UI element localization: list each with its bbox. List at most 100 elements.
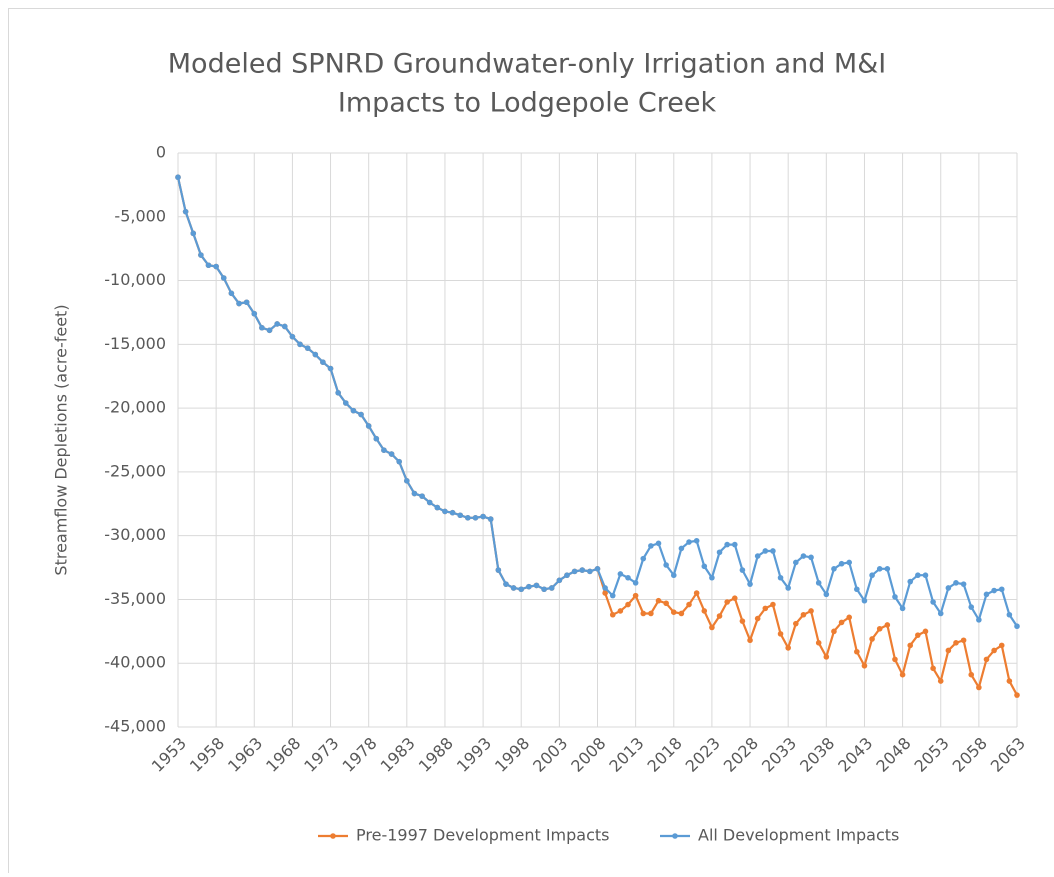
data-point (663, 562, 669, 568)
data-point (885, 622, 891, 628)
data-point (328, 366, 334, 372)
data-point (717, 549, 723, 555)
data-point (961, 637, 967, 643)
data-point (259, 325, 265, 331)
data-point (274, 321, 280, 327)
data-point (732, 595, 738, 601)
data-point (770, 602, 776, 608)
data-point (618, 608, 624, 614)
y-tick-label: -10,000 (104, 270, 166, 289)
data-point (747, 637, 753, 643)
data-point (335, 390, 341, 396)
data-point (190, 231, 196, 237)
data-point (808, 555, 814, 561)
data-point (404, 478, 410, 484)
data-point (953, 640, 959, 646)
data-point (755, 616, 761, 622)
data-point (656, 598, 662, 604)
data-point (999, 586, 1005, 592)
data-point (892, 657, 898, 663)
data-point (740, 567, 746, 573)
data-point (518, 586, 524, 592)
y-tick-label: -5,000 (114, 206, 166, 225)
data-point (930, 666, 936, 672)
data-point (450, 510, 456, 516)
data-point (770, 548, 776, 554)
data-point (374, 436, 380, 442)
legend-label: All Development Impacts (698, 826, 899, 845)
data-point (427, 500, 433, 506)
data-point (808, 608, 814, 614)
data-point (511, 585, 517, 591)
data-point (236, 301, 242, 307)
data-point (877, 626, 883, 632)
data-point (282, 324, 288, 330)
data-point (587, 569, 593, 575)
data-point (724, 599, 730, 605)
data-point (633, 580, 639, 586)
data-point (717, 613, 723, 619)
y-axis-label: Streamflow Depletions (acre-feet) (52, 304, 71, 575)
y-tick-label: -40,000 (104, 653, 166, 672)
data-point (671, 609, 677, 615)
data-point (907, 579, 913, 585)
data-point (656, 541, 662, 547)
legend-marker (672, 833, 678, 839)
data-point (984, 657, 990, 663)
data-point (625, 602, 631, 608)
data-point (534, 583, 540, 589)
chart-title: Modeled SPNRD Groundwater-only Irrigatio… (168, 49, 886, 80)
data-point (610, 593, 616, 599)
data-point (595, 566, 601, 572)
data-point (976, 685, 982, 691)
data-point (244, 299, 250, 305)
data-point (267, 328, 273, 334)
data-point (793, 621, 799, 627)
data-point (846, 560, 852, 566)
data-point (663, 600, 669, 606)
data-point (419, 493, 425, 499)
data-point (686, 602, 692, 608)
y-tick-label: -15,000 (104, 334, 166, 353)
data-point (763, 606, 769, 612)
data-point (747, 581, 753, 587)
data-point (984, 592, 990, 598)
data-point (816, 640, 822, 646)
data-point (175, 174, 181, 180)
data-point (442, 509, 448, 515)
data-point (503, 581, 509, 587)
data-point (572, 569, 578, 575)
data-point (694, 590, 700, 596)
data-point (999, 643, 1005, 649)
data-point (816, 580, 822, 586)
y-tick-label: -35,000 (104, 589, 166, 608)
data-point (968, 604, 974, 610)
data-point (389, 451, 395, 457)
data-point (701, 608, 707, 614)
data-point (473, 515, 479, 521)
chart-title: Impacts to Lodgepole Creek (338, 88, 717, 119)
data-point (785, 645, 791, 651)
data-point (290, 334, 296, 340)
data-point (312, 352, 318, 358)
data-point (793, 560, 799, 566)
data-point (976, 617, 982, 623)
data-point (740, 618, 746, 624)
data-point (885, 566, 891, 572)
data-point (862, 598, 868, 604)
data-point (968, 672, 974, 678)
data-point (831, 566, 837, 572)
data-point (709, 625, 715, 631)
data-point (938, 678, 944, 684)
data-point (923, 629, 929, 635)
data-point (671, 572, 677, 578)
data-point (183, 209, 189, 215)
legend-marker (330, 833, 336, 839)
data-point (488, 516, 494, 522)
data-point (396, 459, 402, 465)
data-point (709, 575, 715, 581)
data-point (320, 359, 326, 365)
data-point (991, 588, 997, 594)
data-point (1014, 623, 1020, 629)
